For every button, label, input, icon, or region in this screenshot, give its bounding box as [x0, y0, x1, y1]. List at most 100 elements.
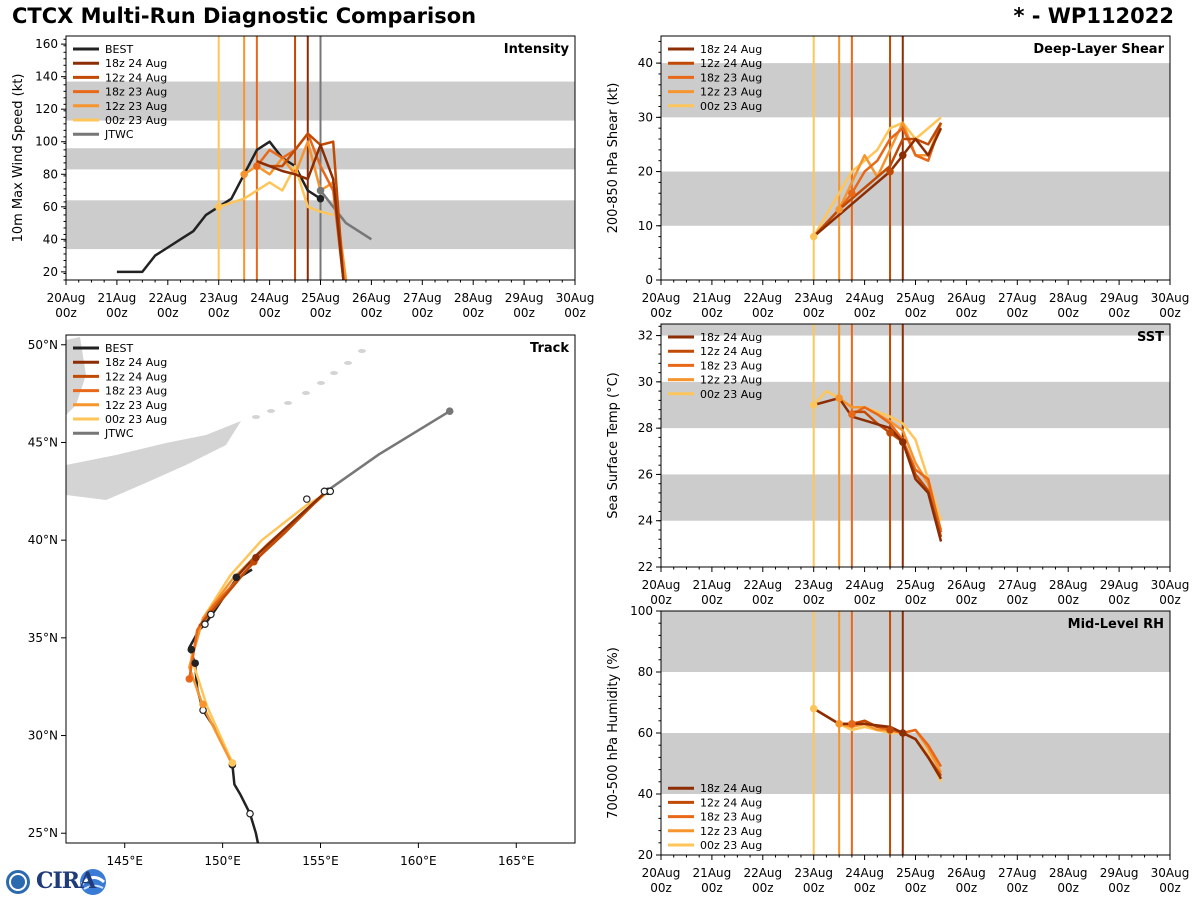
intensity-xtick-label: 00z: [564, 306, 586, 320]
sst-xtick-label: 00z: [854, 593, 876, 607]
rh-series-18z-24-aug: [813, 707, 943, 780]
rh-xtick-label: 00z: [701, 881, 723, 895]
rh-xtick-label: 00z: [1007, 881, 1029, 895]
intensity-series-18z-24-aug: [256, 143, 345, 280]
shear-xtick-label: 00z: [1007, 306, 1029, 320]
shear-xtick-label: 30Aug: [1151, 291, 1190, 305]
rh-xtick-label: 00z: [905, 881, 927, 895]
land-kuril-island: [344, 361, 352, 365]
sst-xtick-label: 00z: [650, 593, 672, 607]
rh-panel-title: Mid-Level RH: [1068, 617, 1164, 632]
rh-ytick-label: 20: [638, 848, 653, 862]
shear-panel-title: Deep-Layer Shear: [1033, 42, 1164, 57]
shear-legend-label: 18z 23 Aug: [700, 71, 762, 84]
intensity-legend-label: 00z 23 Aug: [105, 114, 167, 127]
track-ytick-label: 30°N: [28, 729, 58, 743]
rh-xtick-label: 00z: [854, 881, 876, 895]
intensity-marker: [253, 162, 261, 170]
intensity-ytick-label: 80: [43, 167, 58, 181]
intensity-ytick-label: 100: [35, 135, 58, 149]
rh-plot-area: [661, 611, 1170, 855]
rh-marker: [809, 704, 818, 713]
rh-legend-label: 12z 24 Aug: [700, 796, 762, 809]
land-kuril-island: [302, 391, 310, 395]
shear-xtick-label: 00z: [1108, 306, 1130, 320]
rh-xtick-label: 00z: [803, 881, 825, 895]
shear-plot-area: [661, 36, 1170, 280]
shear-legend-label: 00z 23 Aug: [700, 100, 762, 113]
rh-xtick-label: 00z: [1057, 881, 1079, 895]
sst-series-12z-24-aug: [851, 410, 943, 538]
shear-xtick-label: 26Aug: [947, 291, 986, 305]
intensity-xtick-label: 00z: [208, 306, 230, 320]
sst-legend-label: 18z 23 Aug: [700, 359, 762, 372]
intensity-xtick-label: 00z: [157, 306, 179, 320]
track-marker: [187, 645, 196, 654]
track-marker: [199, 700, 207, 709]
intensity-ytick-label: 160: [35, 37, 58, 51]
shear-ytick-label: 0: [645, 273, 653, 287]
land-kuril-island: [358, 349, 366, 353]
track-legend-label: BEST: [105, 342, 133, 355]
land-kuril-island: [317, 381, 325, 385]
sst-ylabel: Sea Surface Temp (°C): [606, 372, 621, 519]
shear-xtick-label: 21Aug: [693, 291, 732, 305]
rh-ytick-label: 100: [630, 604, 653, 618]
land-kuril-island: [330, 371, 338, 375]
track-xtick-label: 160°E: [400, 854, 437, 868]
rh-xtick-label: 23Aug: [794, 866, 833, 880]
sst-ytick-label: 30: [638, 375, 653, 389]
intensity-xtick-label: 23Aug: [199, 291, 238, 305]
intensity-xtick-label: 00z: [106, 306, 128, 320]
sst-plot-area: [661, 324, 1170, 567]
sst-xtick-label: 00z: [701, 593, 723, 607]
sst-xtick-label: 25Aug: [896, 578, 935, 592]
shear-xtick-label: 00z: [701, 306, 723, 320]
track-marker: [228, 759, 237, 767]
shear-xtick-label: 00z: [1159, 306, 1181, 320]
track-series-best: [188, 568, 260, 843]
track-marker: [191, 659, 200, 668]
track-marker: [185, 675, 194, 683]
rh-xtick-label: 20Aug: [642, 866, 681, 880]
sst-band: [661, 381, 1170, 429]
track-marker: [445, 407, 454, 416]
intensity-ytick-label: 140: [35, 70, 58, 84]
track-xtick-label: 155°E: [302, 854, 339, 868]
intensity-xtick-label: 24Aug: [250, 291, 289, 305]
shear-xtick-label: 00z: [1057, 306, 1079, 320]
sst-ytick-label: 28: [638, 421, 653, 435]
intensity-xtick-label: 26Aug: [352, 291, 391, 305]
intensity-xtick-label: 00z: [412, 306, 434, 320]
track-xtick-label: 150°E: [204, 854, 241, 868]
rh-marker: [898, 729, 907, 737]
intensity-legend-label: 18z 23 Aug: [105, 86, 167, 99]
land-kuril-island: [284, 401, 292, 405]
sst-xtick-label: 00z: [1108, 593, 1130, 607]
shear-xtick-label: 25Aug: [896, 291, 935, 305]
intensity-marker: [240, 170, 248, 179]
shear-series-12z-23-aug: [837, 121, 943, 211]
sst-ytick-label: 32: [638, 329, 653, 343]
rh-marker: [835, 720, 843, 728]
sst-ytick-label: 24: [638, 514, 653, 528]
sst-xtick-label: 26Aug: [947, 578, 986, 592]
rh-xtick-label: 00z: [956, 881, 978, 895]
rh-xtick-label: 27Aug: [998, 866, 1037, 880]
rh-xtick-label: 21Aug: [693, 866, 732, 880]
intensity-xtick-label: 00z: [513, 306, 535, 320]
intensity-xtick-label: 00z: [361, 306, 383, 320]
shear-legend-label: 18z 24 Aug: [700, 43, 762, 56]
shear-marker: [898, 151, 907, 160]
intensity-panel-title: Intensity: [504, 42, 570, 57]
cira-logo: CIRA: [4, 866, 108, 898]
shear-xtick-label: 20Aug: [642, 291, 681, 305]
rh-legend-label: 18z 23 Aug: [700, 811, 762, 824]
track-xtick-label: 145°E: [106, 854, 143, 868]
track-marker: [232, 573, 241, 582]
sst-series-18z-23-aug: [851, 406, 943, 533]
intensity-legend-label: JTWC: [104, 128, 134, 141]
sst-marker: [848, 410, 856, 419]
track-ytick-label: 25°N: [28, 826, 58, 840]
shear-series-00z-23-aug: [812, 116, 942, 238]
